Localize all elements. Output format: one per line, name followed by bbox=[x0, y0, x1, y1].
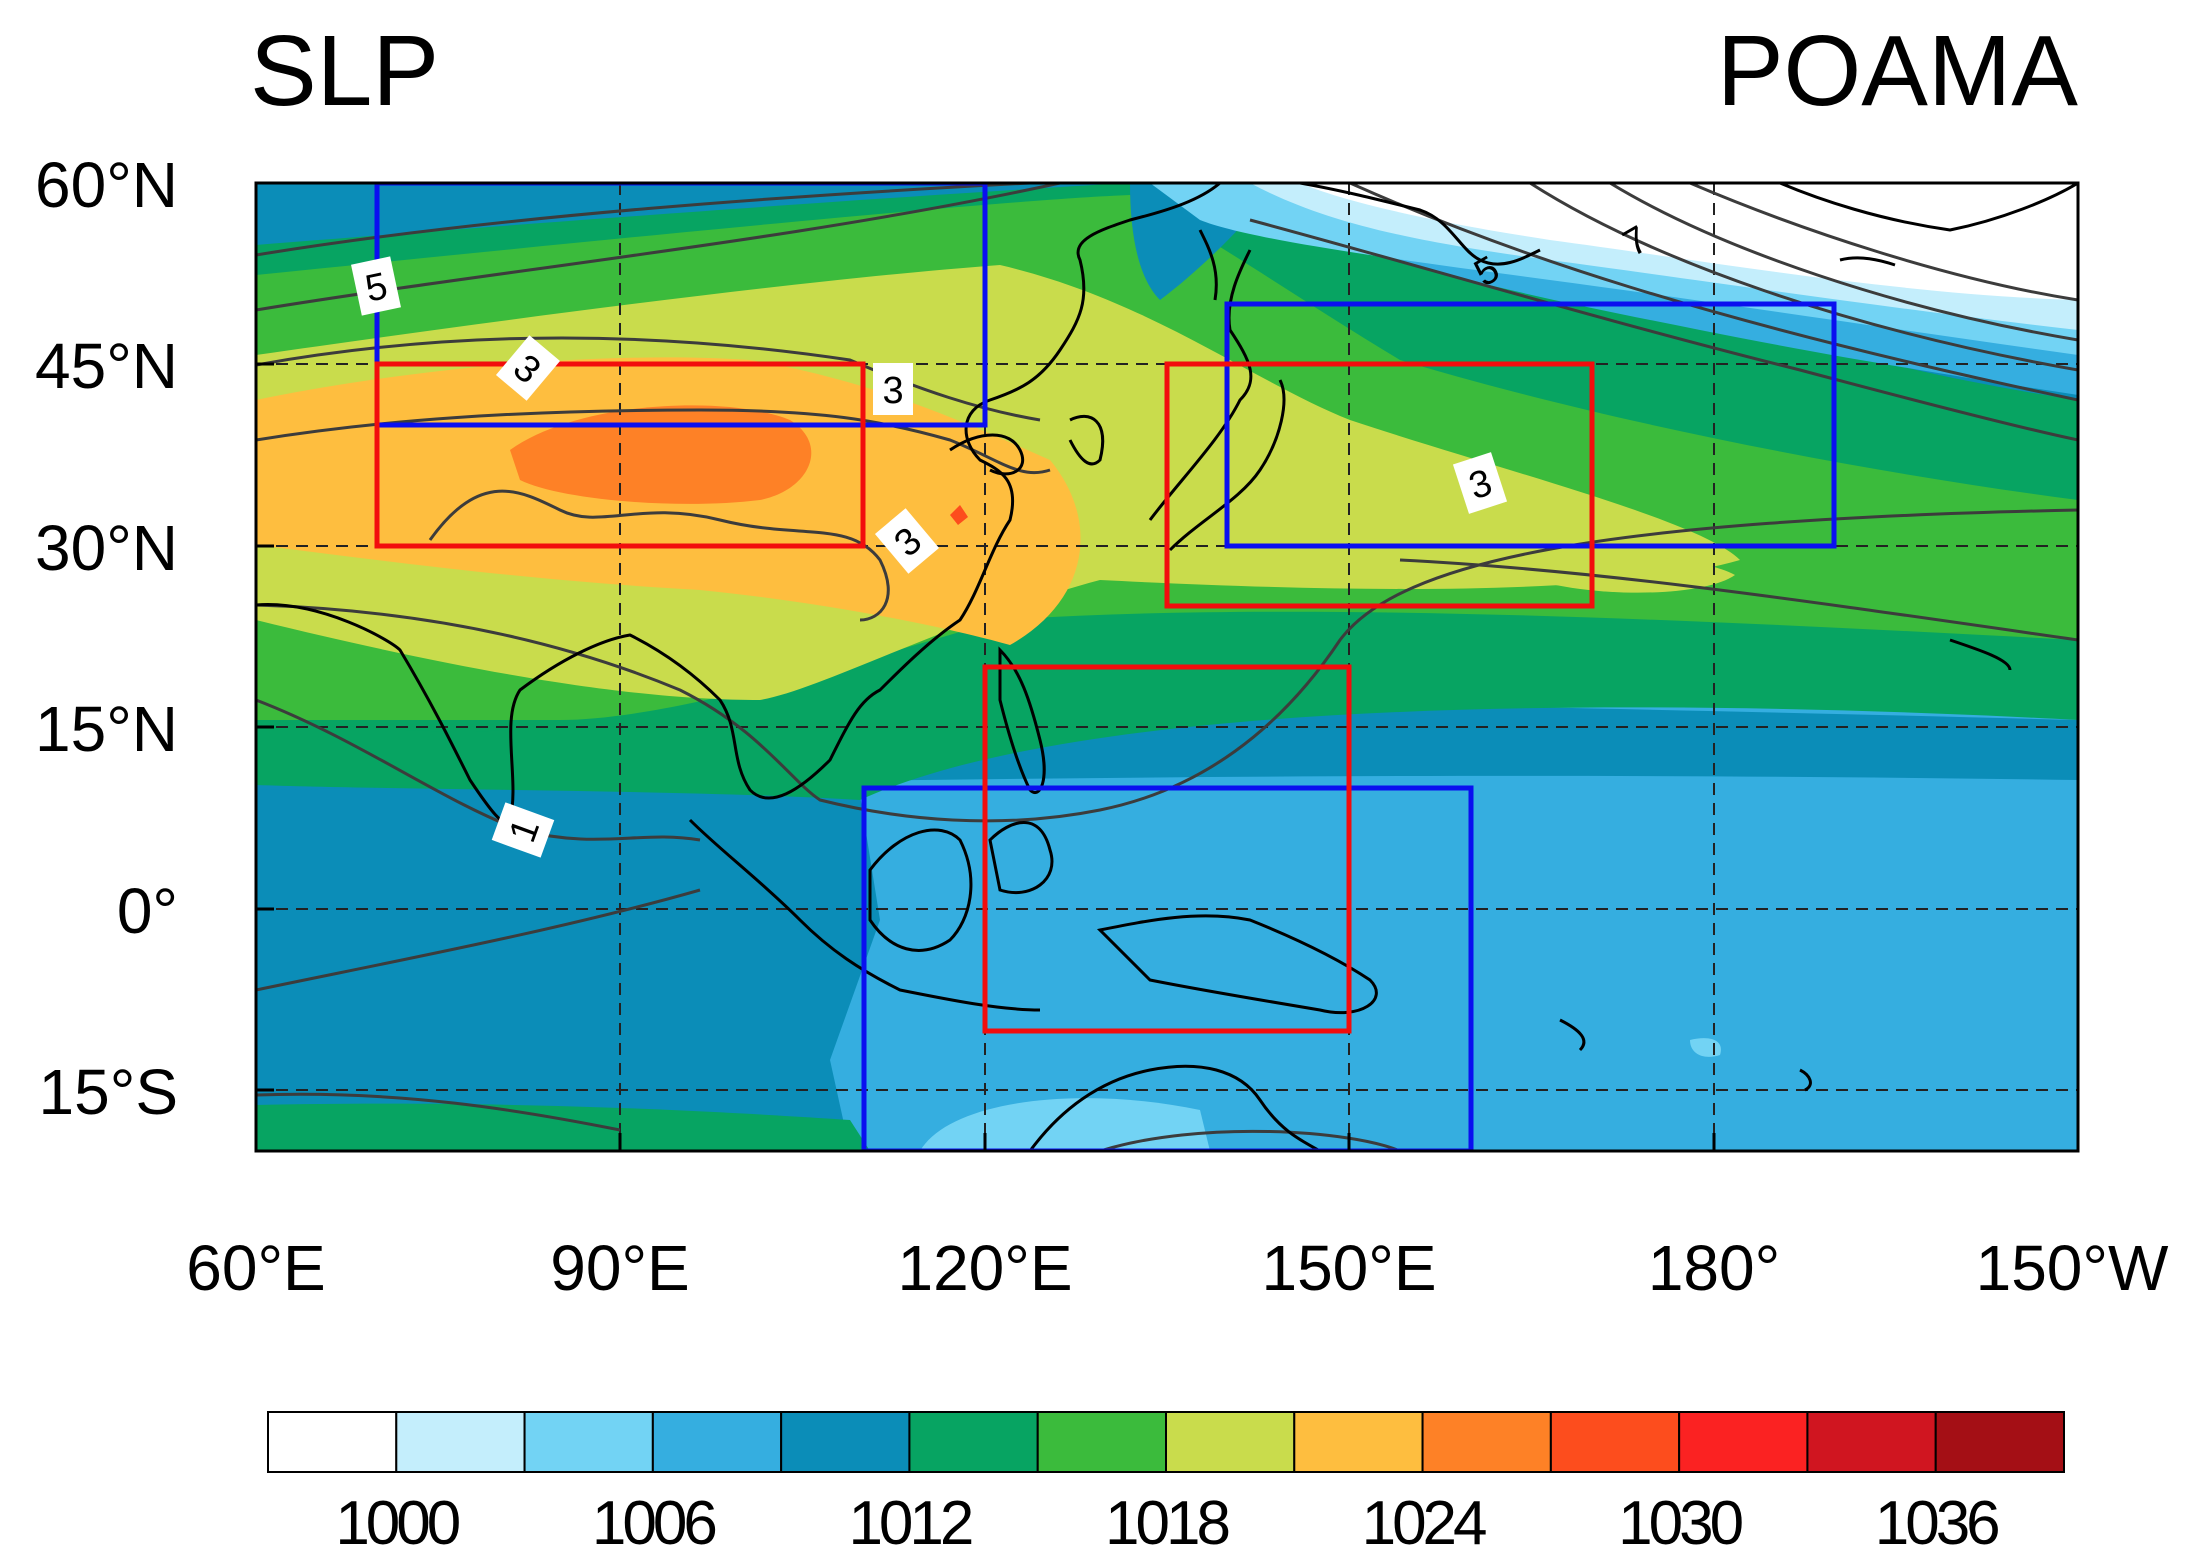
map-frame bbox=[254, 181, 2080, 1153]
lon-label: 60°E bbox=[186, 1232, 325, 1304]
coastlines bbox=[256, 183, 2078, 1151]
colorbar-swatch bbox=[780, 1411, 911, 1473]
colorbar-label: 1036 bbox=[1875, 1489, 1998, 1558]
colorbar-swatch bbox=[1036, 1411, 1167, 1473]
colorbar-labels: 1000 1006 1012 1018 1024 1030 1036 bbox=[335, 1489, 2002, 1558]
colorbar-label: 1006 bbox=[592, 1489, 715, 1558]
longitude-labels: 60°E 90°E 120°E 150°E 180° 150°W bbox=[186, 1232, 2169, 1304]
box-red-philippines bbox=[982, 664, 1352, 1034]
colorbar-swatch bbox=[1934, 1411, 2065, 1473]
colorbar-swatch bbox=[651, 1411, 783, 1473]
lon-label: 150°E bbox=[1261, 1232, 1436, 1304]
lat-label: 15°N bbox=[35, 693, 178, 765]
colorbar-swatch bbox=[395, 1411, 526, 1473]
colorbar-swatch bbox=[1165, 1411, 1296, 1473]
tick-marks bbox=[254, 181, 2080, 1151]
lat-label: 0° bbox=[117, 875, 178, 947]
contour-label: 3 bbox=[882, 370, 903, 412]
colorbar-label: 1000 bbox=[335, 1489, 459, 1558]
colorbar-swatch bbox=[523, 1411, 654, 1473]
colorbar-swatch bbox=[1549, 1411, 1681, 1473]
map-title-left: SLP bbox=[250, 15, 439, 127]
colorbar-swatch bbox=[267, 1411, 398, 1473]
lat-label: 30°N bbox=[35, 512, 178, 584]
lon-label: 120°E bbox=[897, 1232, 1072, 1304]
colorbar-label: 1018 bbox=[1105, 1489, 1228, 1558]
colorbar-swatch bbox=[908, 1411, 1039, 1473]
lon-label: 150°W bbox=[1976, 1232, 2169, 1304]
anomaly-contours bbox=[256, 183, 2078, 1151]
colorbar bbox=[267, 1411, 2065, 1473]
colorbar-label: 1024 bbox=[1362, 1489, 1486, 1558]
map-panel: 5 3 3 3 3 1 5 7 bbox=[256, 183, 2078, 1151]
colorbar-swatch bbox=[1806, 1411, 1937, 1473]
lat-label: 45°N bbox=[35, 330, 178, 402]
latitude-labels: 60°N 45°N 30°N 15°N 0° 15°S bbox=[35, 149, 178, 1128]
colorbar-swatch bbox=[1293, 1411, 1424, 1473]
map-title-right: POAMA bbox=[1717, 15, 2078, 127]
colorbar-swatch bbox=[1421, 1411, 1552, 1473]
colorbar-label: 1012 bbox=[848, 1489, 971, 1558]
box-blue-maritime bbox=[861, 785, 1474, 1151]
lat-label: 60°N bbox=[35, 149, 178, 221]
lon-label: 180° bbox=[1648, 1232, 1780, 1304]
box-blue-northeast bbox=[1224, 301, 1837, 549]
box-red-japan bbox=[1164, 361, 1595, 609]
box-red-tibet bbox=[374, 361, 866, 549]
colorbar-swatch bbox=[1678, 1411, 1809, 1473]
lon-label: 90°E bbox=[550, 1232, 689, 1304]
lat-label: 15°S bbox=[39, 1056, 178, 1128]
colorbar-label: 1030 bbox=[1618, 1489, 1742, 1558]
